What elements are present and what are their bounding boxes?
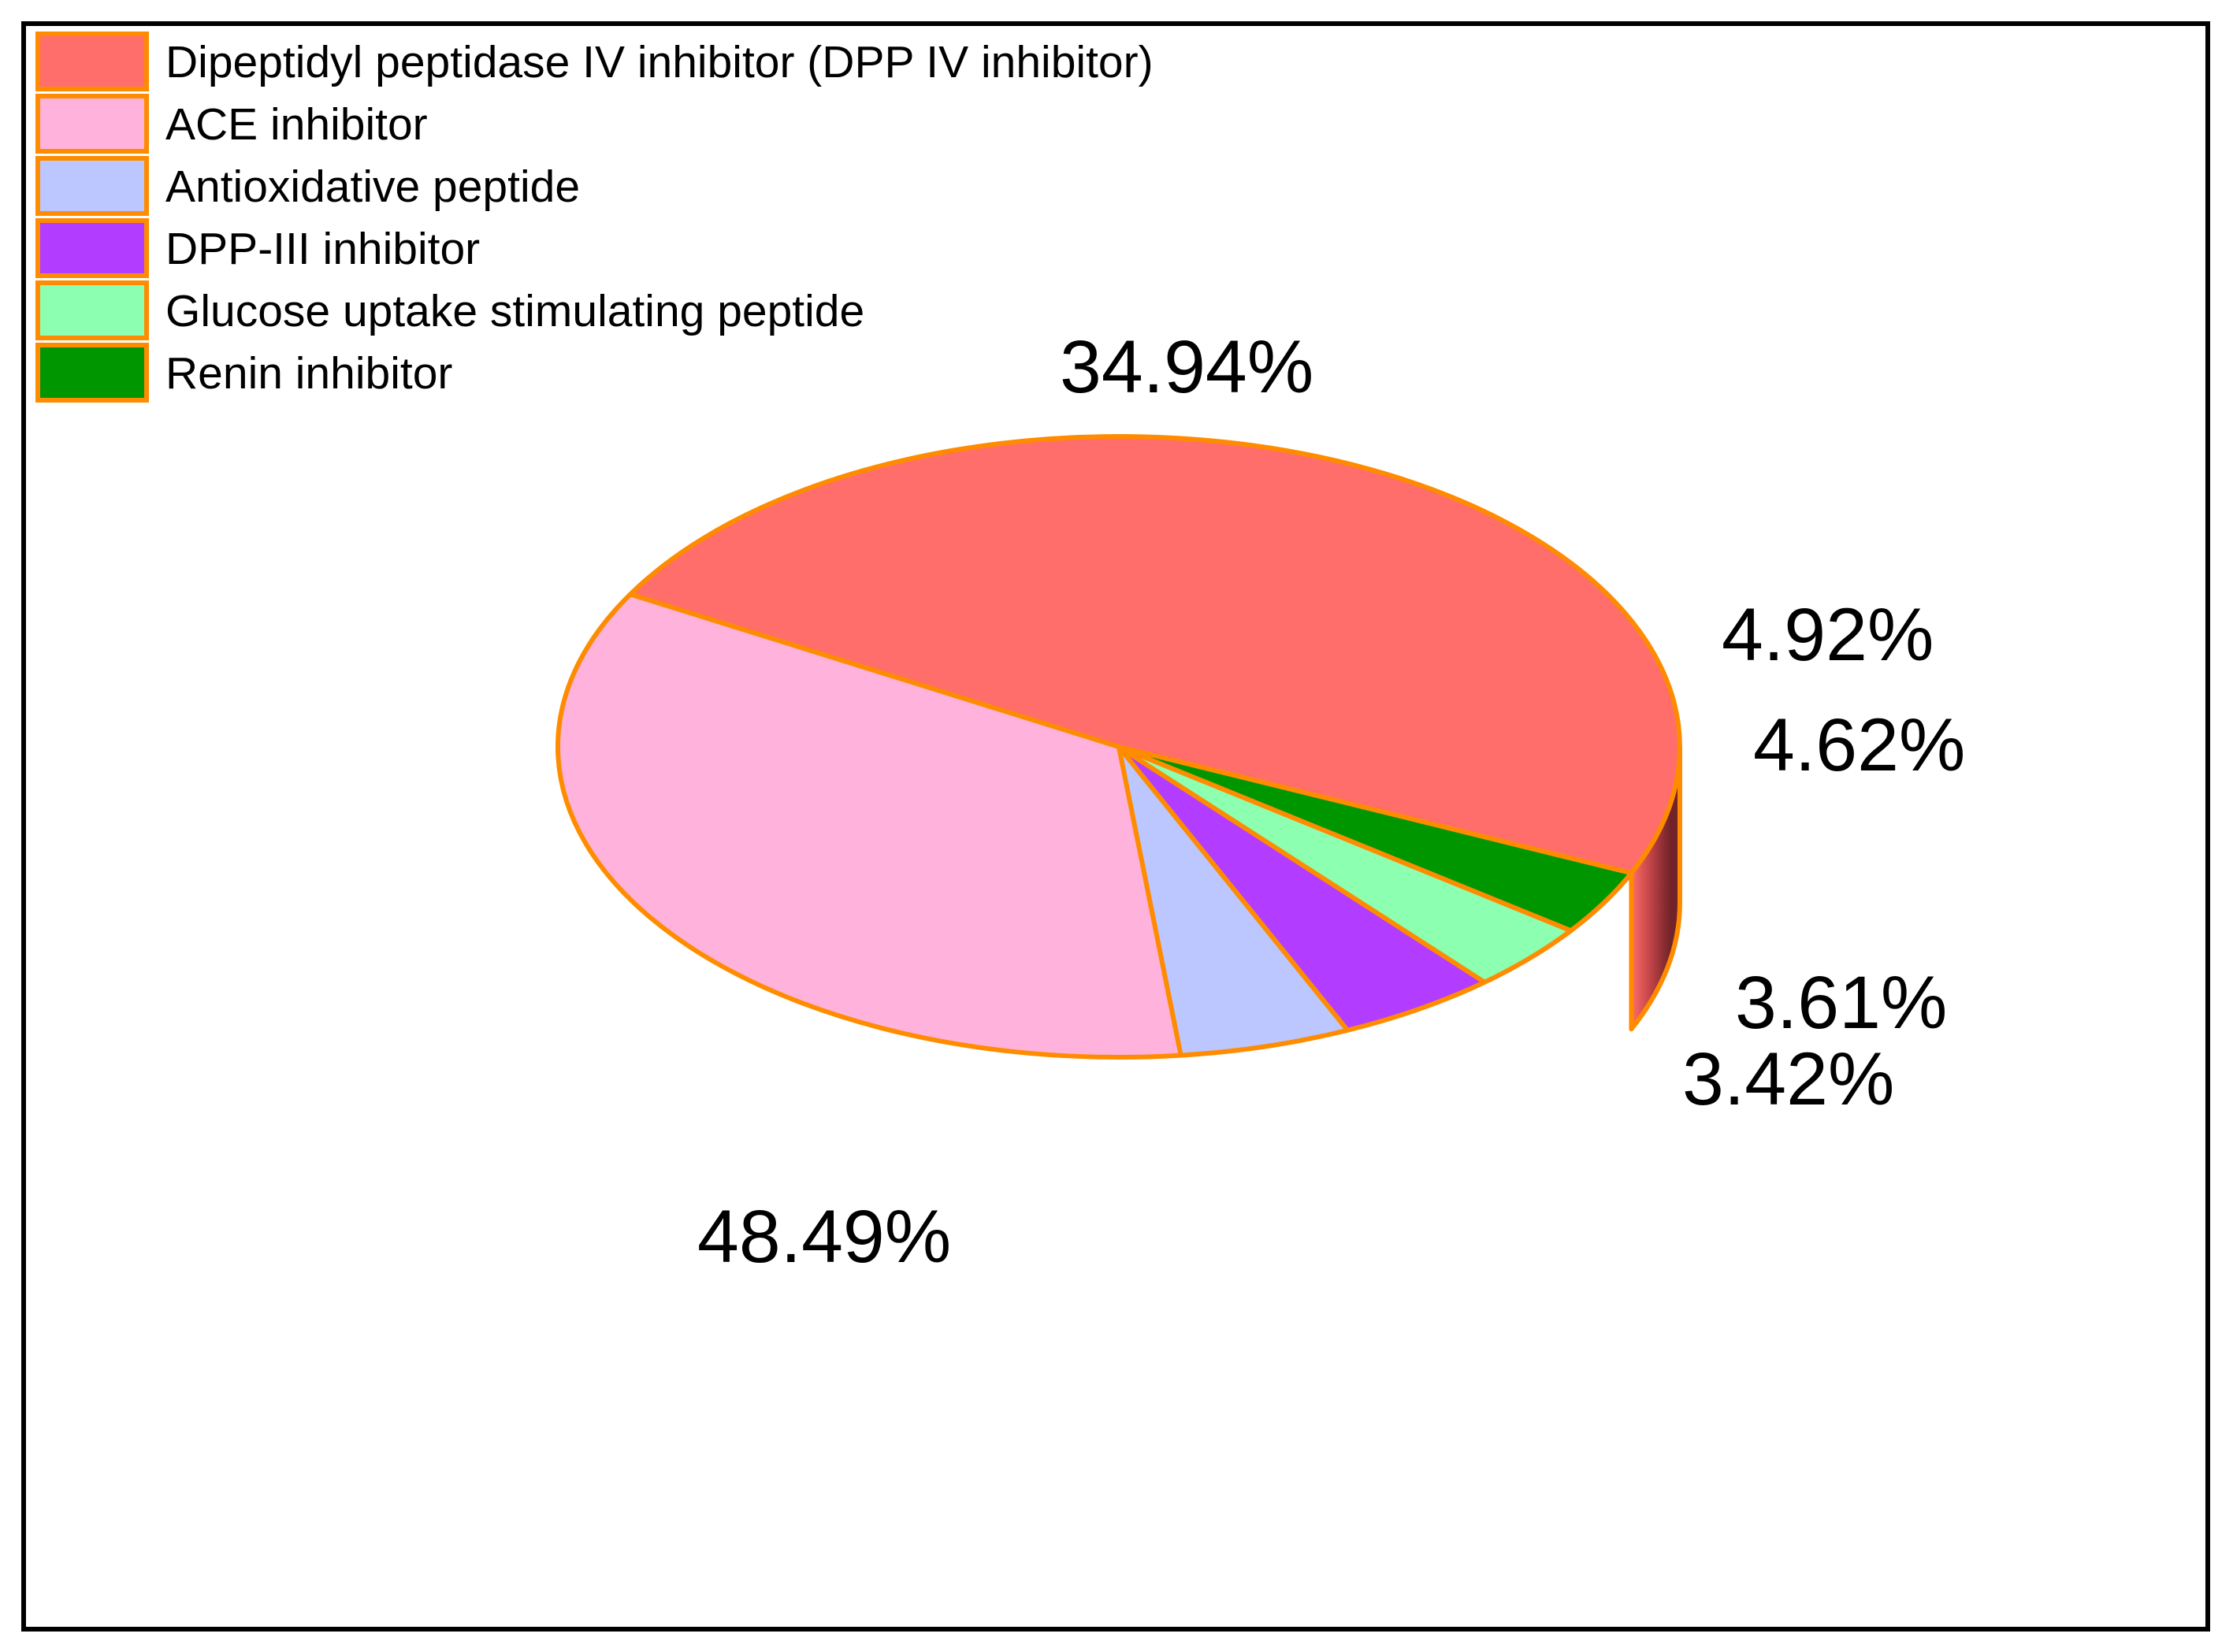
- legend-item: DPP-III inhibitor: [35, 218, 480, 278]
- slice-value-label: 4.62%: [1753, 703, 1965, 787]
- legend-swatch: [35, 343, 149, 403]
- legend-item: ACE inhibitor: [35, 94, 428, 154]
- legend-label: Glucose uptake stimulating peptide: [165, 286, 864, 336]
- legend: Dipeptidyl peptidase IV inhibitor (DPP I…: [35, 32, 1154, 403]
- slice-value-label: 3.42%: [1682, 1038, 1894, 1121]
- legend-swatch: [35, 218, 149, 278]
- legend-swatch: [35, 32, 149, 91]
- slice-value-labels: 48.49% 34.94% 4.92% 4.62% 3.61% 3.42%: [697, 325, 1965, 1279]
- legend-swatch: [35, 156, 149, 216]
- legend-label: ACE inhibitor: [165, 99, 428, 150]
- legend-label: Antioxidative peptide: [165, 161, 580, 212]
- slice-value-label: 4.92%: [1722, 593, 1934, 677]
- pie-slice: [1116, 744, 1488, 1033]
- legend-item: Antioxidative peptide: [35, 156, 580, 216]
- pie-slice: [1116, 744, 1351, 1058]
- legend-label: Dipeptidyl peptidase IV inhibitor (DPP I…: [165, 37, 1154, 87]
- legend-item: Dipeptidyl peptidase IV inhibitor (DPP I…: [35, 32, 1154, 91]
- slice-value-label: 34.94%: [1060, 325, 1313, 409]
- legend-swatch: [35, 94, 149, 154]
- slice-value-label: 48.49%: [697, 1195, 951, 1279]
- legend-item: Renin inhibitor: [35, 343, 452, 403]
- pie-slice: [627, 434, 1682, 876]
- legend-item: Glucose uptake stimulating peptide: [35, 280, 864, 340]
- pie-slice: [555, 592, 1183, 1060]
- pie-top-faces: [555, 434, 1682, 1060]
- legend-swatch: [35, 280, 149, 340]
- slice-value-label: 3.61%: [1735, 961, 1947, 1045]
- legend-label: Renin inhibitor: [165, 348, 452, 399]
- legend-label: DPP-III inhibitor: [165, 224, 480, 274]
- pie-slice: [1116, 744, 1634, 934]
